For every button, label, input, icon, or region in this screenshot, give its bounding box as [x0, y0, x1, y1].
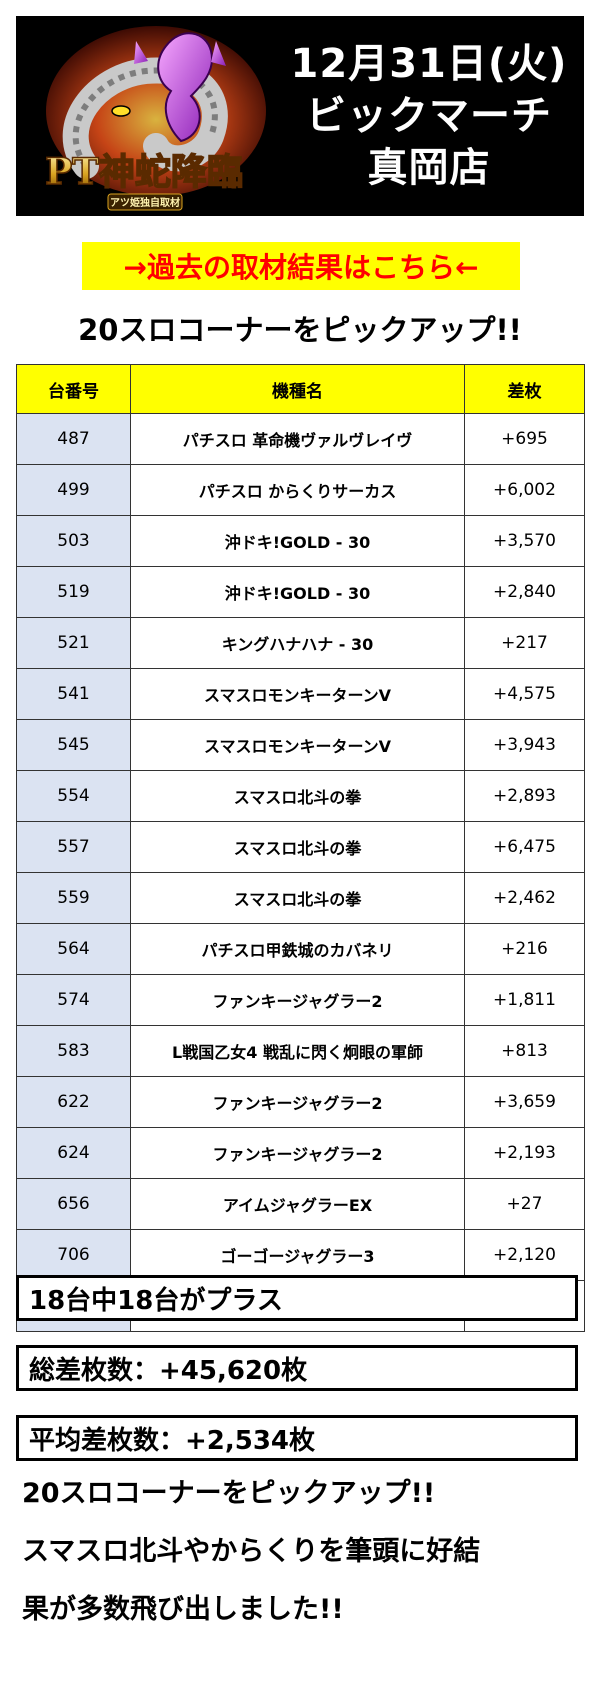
store-name-line1: ビックマーチ: [306, 93, 552, 139]
machine-number-cell: 583: [16, 1025, 131, 1077]
machine-number-cell: 706: [16, 1229, 131, 1281]
table-row: 706 ゴーゴージャグラー3 +2,120: [16, 1229, 585, 1281]
results-table: 台番号 機種名 差枚 487 パチスロ 革命機ヴァルヴレイヴ +695 499 パチスロ…: [16, 364, 585, 1332]
section-title: 20スロコーナーをピックアップ!!: [78, 313, 522, 347]
coin-difference-cell: +1,811: [464, 974, 585, 1026]
event-date: 12月31日(火): [290, 41, 568, 87]
table-row: 545 スマスロモンキーターンV +3,943: [16, 719, 585, 771]
machine-name-cell: キングハナハナ - 30: [130, 617, 465, 669]
coin-difference-cell: +6,475: [464, 821, 585, 873]
machine-number-cell: 624: [16, 1127, 131, 1179]
header-banner: PT神蛇降臨 アツ姫独自取材 12月31日(火) ビックマーチ 真岡店: [16, 16, 584, 216]
machine-number-cell: 656: [16, 1178, 131, 1230]
machine-number-cell: 622: [16, 1076, 131, 1128]
coin-difference-cell: +813: [464, 1025, 585, 1077]
machine-name-cell: スマスロモンキーターンV: [130, 668, 465, 720]
machine-number-cell: 557: [16, 821, 131, 873]
header-machine-name: 機種名: [130, 364, 465, 414]
machine-number-cell: 487: [16, 413, 131, 465]
machine-name-cell: L戦国乙女4 戦乱に閃く炯眼の軍師: [130, 1025, 465, 1077]
machine-name-cell: ファンキージャグラー2: [130, 1076, 465, 1128]
coin-difference-cell: +217: [464, 617, 585, 669]
table-row: 487 パチスロ 革命機ヴァルヴレイヴ +695: [16, 413, 585, 465]
table-header-row: 台番号 機種名 差枚: [16, 364, 585, 414]
machine-number-cell: 554: [16, 770, 131, 822]
machine-number-cell: 521: [16, 617, 131, 669]
machine-name-cell: ファンキージャグラー2: [130, 1127, 465, 1179]
average-difference-box: 平均差枚数：+2,534枚: [16, 1415, 578, 1461]
machine-name-cell: 沖ドキ!GOLD - 30: [130, 515, 465, 567]
coin-difference-cell: +3,570: [464, 515, 585, 567]
coin-difference-cell: +2,840: [464, 566, 585, 618]
machine-name-cell: アイムジャグラーEX: [130, 1178, 465, 1230]
total-difference-box: 総差枚数：+45,620枚: [16, 1345, 578, 1391]
machine-name-cell: ゴーゴージャグラー3: [130, 1229, 465, 1281]
machine-number-cell: 559: [16, 872, 131, 924]
machine-name-cell: スマスロモンキーターンV: [130, 719, 465, 771]
coin-difference-cell: +2,893: [464, 770, 585, 822]
table-row: 564 パチスロ甲鉄城のカバネリ +216: [16, 923, 585, 975]
machine-number-cell: 545: [16, 719, 131, 771]
table-row: 519 沖ドキ!GOLD - 30 +2,840: [16, 566, 585, 618]
coin-difference-cell: +3,659: [464, 1076, 585, 1128]
table-row: 503 沖ドキ!GOLD - 30 +3,570: [16, 515, 585, 567]
pt-jinja-kourin-logo: PT神蛇降臨 アツ姫独自取材: [16, 16, 274, 216]
plus-count-box: 18台中18台がプラス: [16, 1275, 578, 1321]
machine-name-cell: 沖ドキ!GOLD - 30: [130, 566, 465, 618]
logo-sub-text: アツ姫独自取材: [110, 196, 180, 209]
table-row: 583 L戦国乙女4 戦乱に閃く炯眼の軍師 +813: [16, 1025, 585, 1077]
machine-name-cell: パチスロ からくりサーカス: [130, 464, 465, 516]
machine-number-cell: 503: [16, 515, 131, 567]
machine-name-cell: スマスロ北斗の拳: [130, 770, 465, 822]
coin-difference-cell: +4,575: [464, 668, 585, 720]
machine-name-cell: パチスロ甲鉄城のカバネリ: [130, 923, 465, 975]
coin-difference-cell: +2,120: [464, 1229, 585, 1281]
coin-difference-cell: +3,943: [464, 719, 585, 771]
table-row: 541 スマスロモンキーターンV +4,575: [16, 668, 585, 720]
coin-difference-cell: +216: [464, 923, 585, 975]
coin-difference-cell: +6,002: [464, 464, 585, 516]
logo-main-text: PT神蛇降臨: [45, 151, 243, 193]
table-row: 656 アイムジャグラーEX +27: [16, 1178, 585, 1230]
machine-name-cell: スマスロ北斗の拳: [130, 872, 465, 924]
table-row: 622 ファンキージャグラー2 +3,659: [16, 1076, 585, 1128]
coin-difference-cell: +27: [464, 1178, 585, 1230]
store-name-line2: 真岡店: [367, 145, 491, 191]
machine-name-cell: パチスロ 革命機ヴァルヴレイヴ: [130, 413, 465, 465]
results-body: 487 パチスロ 革命機ヴァルヴレイヴ +695 499 パチスロ からくりサーカス +6…: [16, 413, 585, 1332]
machine-number-cell: 541: [16, 668, 131, 720]
machine-number-cell: 499: [16, 464, 131, 516]
coin-difference-cell: +2,462: [464, 872, 585, 924]
machine-name-cell: スマスロ北斗の拳: [130, 821, 465, 873]
machine-number-cell: 519: [16, 566, 131, 618]
table-row: 521 キングハナハナ - 30 +217: [16, 617, 585, 669]
header-text-block: 12月31日(火) ビックマーチ 真岡店: [274, 16, 584, 216]
coin-difference-cell: +695: [464, 413, 585, 465]
table-row: 559 スマスロ北斗の拳 +2,462: [16, 872, 585, 924]
header-coin-difference: 差枚: [464, 364, 585, 414]
table-row: 574 ファンキージャグラー2 +1,811: [16, 974, 585, 1026]
machine-name-cell: ファンキージャグラー2: [130, 974, 465, 1026]
table-row: 554 スマスロ北斗の拳 +2,893: [16, 770, 585, 822]
note-line-3: 果が多数飛び出しました!!: [22, 1594, 344, 1625]
machine-number-cell: 574: [16, 974, 131, 1026]
coin-difference-cell: +2,193: [464, 1127, 585, 1179]
note-line-2: スマスロ北斗やからくりを筆頭に好結: [22, 1536, 481, 1567]
machine-number-cell: 564: [16, 923, 131, 975]
past-results-link[interactable]: →過去の取材結果はこちら←: [82, 242, 520, 290]
table-row: 499 パチスロ からくりサーカス +6,002: [16, 464, 585, 516]
note-line-1: 20スロコーナーをピックアップ!!: [22, 1478, 436, 1509]
header-machine-number: 台番号: [16, 364, 131, 414]
table-row: 624 ファンキージャグラー2 +2,193: [16, 1127, 585, 1179]
table-row: 557 スマスロ北斗の拳 +6,475: [16, 821, 585, 873]
